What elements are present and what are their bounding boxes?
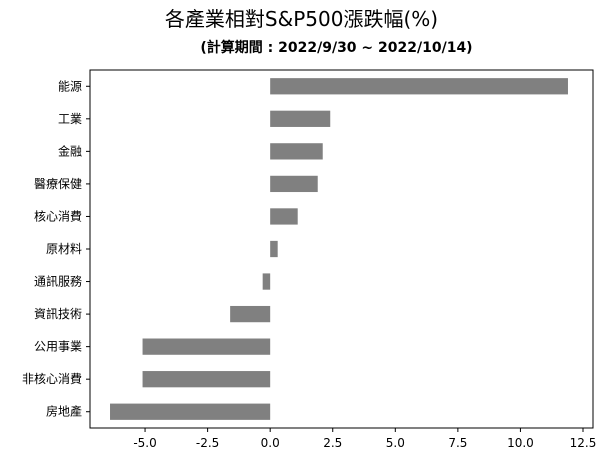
y-tick-label: 通訊服務 <box>34 274 82 289</box>
bar-8 <box>230 305 271 323</box>
bar-11 <box>110 403 271 420</box>
bar-3 <box>270 143 323 160</box>
y-tick-label: 醫療保健 <box>34 177 82 191</box>
y-tick-label: 核心消費 <box>34 208 82 223</box>
bar-10 <box>142 371 271 388</box>
bar-7 <box>262 273 271 290</box>
x-tick-label: -2.5 <box>196 436 219 450</box>
bar-5 <box>270 208 298 225</box>
x-tick-label: 0.0 <box>261 436 280 450</box>
y-tick-label: 資訊技術 <box>34 306 82 321</box>
y-tick-label: 能源 <box>58 79 82 93</box>
x-tick-label: 10.0 <box>507 436 534 450</box>
bar-4 <box>270 175 318 193</box>
bar-6 <box>270 240 278 258</box>
x-tick-label: 7.5 <box>448 436 467 450</box>
y-tick-label: 金融 <box>58 143 82 158</box>
chart-title: 各產業相對S&P500漲跌幅(%) <box>164 7 439 31</box>
x-tick-label: -5.0 <box>133 436 156 450</box>
bar-2 <box>270 110 331 127</box>
y-tick-label: 非核心消費 <box>22 371 82 386</box>
y-tick-label: 房地產 <box>46 404 82 419</box>
chart-subtitle: (計算期間 : 2022/9/30 ~ 2022/10/14) <box>200 40 473 56</box>
y-tick-label: 原材料 <box>46 242 82 256</box>
y-tick-label: 工業 <box>58 112 82 126</box>
y-tick-label: 公用事業 <box>34 340 82 354</box>
x-tick-label: 2.5 <box>323 436 342 450</box>
bar-9 <box>142 338 271 355</box>
bar-1 <box>270 78 568 95</box>
x-tick-label: 12.5 <box>570 436 597 450</box>
x-tick-label: 5.0 <box>386 436 405 450</box>
